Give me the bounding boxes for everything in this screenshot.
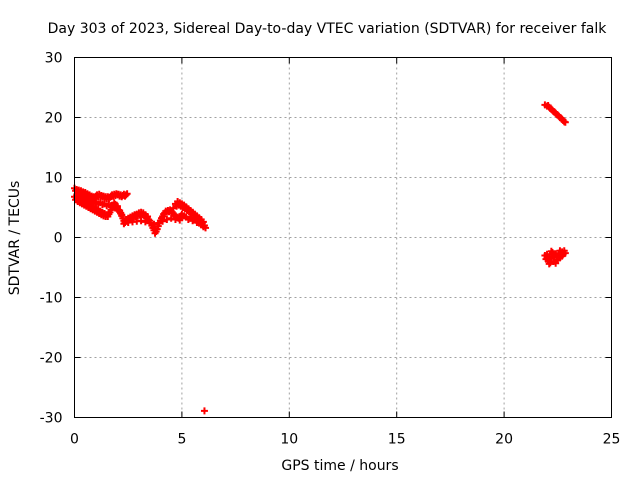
data-point — [545, 260, 553, 268]
data-point — [120, 220, 128, 228]
data-point — [113, 202, 121, 210]
x-tick-label: 0 — [70, 432, 79, 448]
data-point — [552, 259, 560, 267]
data-point — [178, 214, 186, 222]
grid — [74, 57, 612, 418]
data-point — [146, 219, 154, 227]
y-tick-label: -10 — [40, 291, 63, 307]
plot-frame — [74, 57, 612, 418]
data-point — [561, 118, 569, 126]
data-point — [150, 220, 158, 228]
series-early-band-mid — [73, 192, 121, 212]
data-point — [550, 251, 558, 259]
data-point — [558, 252, 566, 260]
data-point — [141, 218, 149, 226]
series-outlier-low — [200, 407, 208, 415]
x-tick-label: 10 — [280, 432, 298, 448]
data-point — [159, 217, 167, 225]
y-tick-label: -20 — [40, 351, 63, 367]
data-point — [547, 247, 555, 255]
y-tick-label: 10 — [45, 171, 63, 187]
chart-title: Day 303 of 2023, Sidereal Day-to-day VTE… — [48, 21, 608, 37]
data-point — [137, 217, 145, 225]
series-late-low-band — [541, 247, 569, 268]
y-tick-label: 0 — [54, 231, 63, 247]
y-axis-label: SDTVAR / TECUs — [7, 181, 23, 296]
x-tick-label: 20 — [495, 432, 513, 448]
data-point — [556, 247, 564, 255]
x-tick-label: 15 — [388, 432, 406, 448]
data-point — [123, 190, 131, 198]
x-axis-label: GPS time / hours — [281, 458, 398, 474]
series-late-band — [169, 198, 210, 232]
x-tick-label: 5 — [177, 432, 186, 448]
data-point — [122, 191, 130, 199]
y-tick-label: 20 — [45, 111, 63, 127]
data-point — [154, 219, 162, 227]
y-tick-label: -30 — [40, 411, 63, 427]
series-late-high-band — [541, 101, 569, 126]
data-point — [554, 256, 562, 264]
data-point — [200, 407, 208, 415]
data-points — [71, 101, 569, 415]
axis-ticks: 0 5 10 15 20 25 -30 -20 -10 0 10 20 30 — [40, 51, 621, 448]
data-point — [199, 223, 207, 231]
data-point — [543, 253, 551, 261]
x-tick-label: 25 — [603, 432, 621, 448]
data-point — [167, 214, 175, 222]
y-tick-label: 30 — [45, 51, 63, 67]
data-point — [163, 216, 171, 223]
